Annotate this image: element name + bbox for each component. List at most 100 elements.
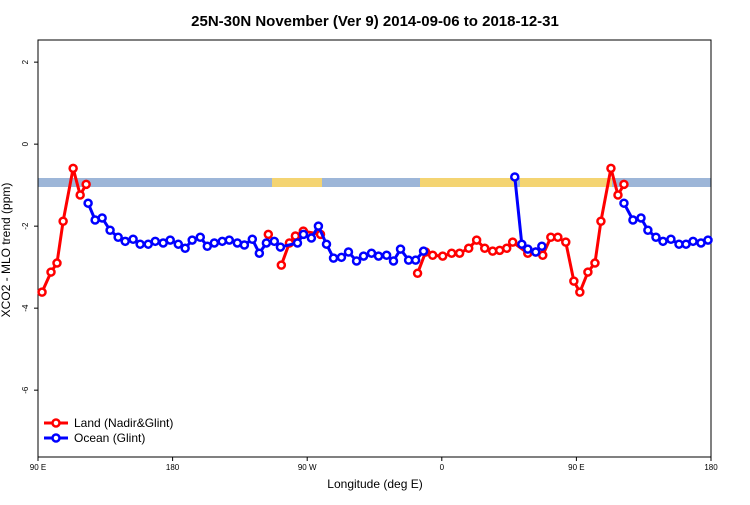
- y-tick-label: -2: [21, 222, 30, 230]
- data-point: [336, 252, 347, 263]
- data-point: [590, 258, 600, 268]
- legend: Land (Nadir&Glint)Ocean (Glint): [44, 416, 173, 445]
- data-point: [351, 256, 362, 266]
- data-point: [537, 241, 547, 251]
- data-point: [224, 235, 235, 245]
- data-point: [187, 235, 197, 245]
- legend-marker: [51, 433, 61, 443]
- data-point: [410, 255, 421, 265]
- data-point: [254, 248, 265, 258]
- data-point: [261, 238, 272, 248]
- data-point: [381, 250, 392, 261]
- data-point: [321, 239, 332, 249]
- data-point: [135, 239, 145, 249]
- data-point: [173, 239, 184, 249]
- data-point: [628, 215, 638, 225]
- land-band: [272, 178, 322, 187]
- data-point: [446, 248, 457, 258]
- data-point: [68, 163, 78, 174]
- data-point: [37, 287, 47, 297]
- data-point: [313, 221, 324, 231]
- data-point: [523, 244, 533, 254]
- data-point: [120, 236, 130, 247]
- data-point: [703, 235, 713, 245]
- data-point: [298, 229, 309, 240]
- data-point: [575, 287, 585, 297]
- data-point: [128, 234, 138, 245]
- data-point: [269, 236, 280, 247]
- data-point: [658, 236, 668, 247]
- data-point: [292, 238, 303, 248]
- data-point: [501, 243, 512, 254]
- data-point: [507, 237, 518, 247]
- data-point: [510, 172, 520, 182]
- data-point: [209, 238, 220, 248]
- data-point: [463, 243, 474, 254]
- data-point: [643, 225, 653, 236]
- data-point: [373, 251, 384, 261]
- data-point: [275, 242, 286, 252]
- data-point: [263, 229, 274, 240]
- data-point: [666, 234, 676, 245]
- y-axis-label: XCO2 - MLO trend (ppm): [0, 183, 13, 318]
- data-point: [328, 253, 339, 263]
- data-point: [358, 251, 369, 261]
- x-axis-label: Longitude (deg E): [327, 477, 422, 491]
- data-point: [97, 213, 107, 223]
- data-point: [58, 216, 68, 226]
- data-point: [180, 243, 190, 254]
- data-point: [688, 236, 698, 247]
- data-point: [412, 268, 423, 279]
- data-point: [239, 240, 250, 250]
- surface-band: [38, 178, 711, 187]
- data-point: [276, 260, 287, 270]
- data-point: [619, 179, 629, 190]
- data-point: [437, 251, 448, 261]
- data-point: [569, 276, 579, 286]
- data-point: [619, 198, 629, 208]
- data-point: [418, 246, 429, 256]
- data-point: [596, 216, 606, 226]
- data-point: [105, 225, 115, 236]
- data-point: [388, 256, 399, 266]
- y-tick-label: -6: [21, 386, 30, 394]
- data-point: [165, 235, 175, 245]
- chart-title: 25N-30N November (Ver 9) 2014-09-06 to 2…: [191, 13, 559, 30]
- data-point: [306, 233, 317, 243]
- data-point: [561, 237, 571, 247]
- x-tick-label: 90 E: [568, 463, 584, 472]
- data-point: [202, 241, 213, 251]
- y-tick-label: 0: [21, 141, 30, 146]
- data-point: [113, 232, 123, 242]
- data-point: [150, 236, 161, 247]
- data-point: [52, 258, 62, 268]
- data-point: [553, 232, 563, 242]
- legend-label: Ocean (Glint): [74, 431, 145, 445]
- x-tick-label: 90 W: [298, 463, 317, 472]
- data-point: [538, 250, 548, 261]
- data-point: [530, 247, 541, 257]
- x-tick-label: 180: [704, 463, 718, 472]
- data-point: [395, 244, 406, 254]
- y-tick-label: -4: [21, 304, 30, 312]
- data-point: [636, 213, 646, 223]
- x-tick-label: 0: [440, 463, 445, 472]
- legend-label: Land (Nadir&Glint): [74, 416, 173, 430]
- data-point: [195, 232, 206, 242]
- data-point: [427, 250, 438, 261]
- data-point: [517, 239, 527, 249]
- data-point: [83, 198, 93, 208]
- data-point: [613, 190, 623, 200]
- plot-frame: [37, 39, 712, 458]
- land-band: [420, 178, 515, 187]
- data-point: [583, 267, 593, 277]
- data-point: [471, 235, 482, 245]
- data-point: [454, 248, 465, 258]
- x-tick-label: 90 E: [30, 463, 46, 472]
- land-band: [520, 178, 612, 187]
- data-point: [75, 190, 85, 200]
- data-point: [651, 232, 661, 242]
- data-point: [479, 243, 490, 254]
